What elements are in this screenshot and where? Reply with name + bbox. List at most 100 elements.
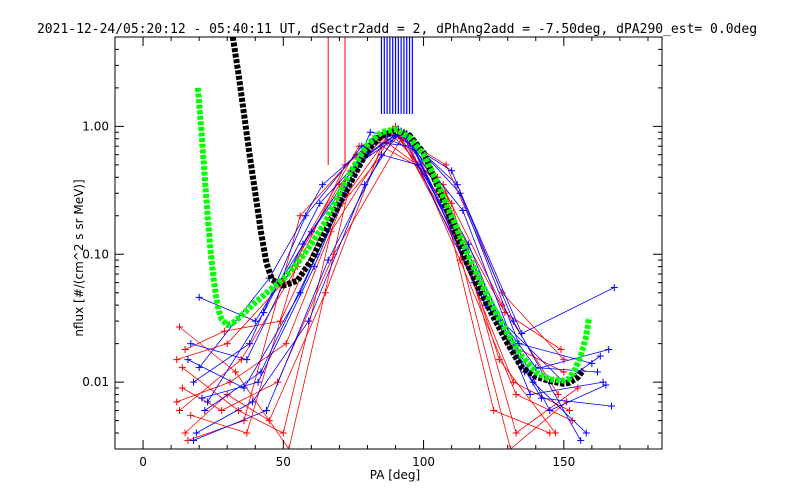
red-point	[187, 411, 195, 419]
blue-point	[262, 407, 270, 415]
red-point	[565, 407, 573, 415]
red-point	[490, 407, 498, 415]
blue-point	[260, 309, 268, 317]
blue-point	[377, 151, 385, 159]
blue-curve	[187, 131, 593, 389]
blue-point	[248, 398, 256, 406]
red-point	[574, 384, 582, 392]
blue-point	[201, 407, 209, 415]
blue-point	[192, 429, 200, 437]
red-point	[234, 407, 242, 415]
blue-point	[299, 240, 307, 248]
blue-point	[509, 317, 517, 325]
x-tick-label: 50	[276, 455, 291, 469]
blue-point	[319, 181, 327, 189]
red-point	[181, 345, 189, 353]
blue-point	[190, 378, 198, 386]
blue-point	[243, 356, 251, 364]
blue-curve	[193, 128, 609, 383]
blue-point	[605, 345, 613, 353]
chart-title: 2021-12-24/05:20:12 - 05:40:11 UT, dSect…	[37, 22, 757, 37]
blue-point	[361, 181, 369, 189]
blue-point	[537, 394, 545, 402]
red-point	[181, 429, 189, 437]
red-curve	[179, 131, 559, 411]
red-point	[178, 384, 186, 392]
plot-frame	[114, 36, 663, 450]
blue-point	[459, 206, 467, 214]
red-point	[243, 429, 251, 437]
blue-curve	[190, 130, 598, 373]
blue-curve	[198, 134, 601, 383]
y-tick-label: 0.10	[82, 247, 109, 261]
blue-curve	[196, 134, 582, 441]
red-curve	[182, 137, 570, 411]
blue-curve	[193, 154, 607, 441]
blue-point	[240, 384, 248, 392]
blue-curve	[207, 141, 612, 407]
blue-point	[448, 167, 456, 175]
red-point	[232, 368, 240, 376]
red-point	[279, 429, 287, 437]
blue-point	[190, 436, 198, 444]
red-point	[176, 323, 184, 331]
blue-point	[184, 356, 192, 364]
red-point	[173, 356, 181, 364]
blue-point	[198, 394, 206, 402]
x-tick-label: 100	[412, 455, 435, 469]
red-curve	[184, 145, 550, 434]
red-point	[218, 407, 226, 415]
blue-point	[602, 381, 610, 389]
x-tick-label: 0	[139, 455, 147, 469]
y-tick-label: 1.00	[82, 119, 109, 133]
red-point	[282, 340, 290, 348]
blue-point	[310, 263, 318, 271]
red-point	[507, 445, 515, 449]
blue-point	[246, 340, 254, 348]
red-point	[554, 391, 562, 399]
red-point	[223, 391, 231, 399]
blue-point	[195, 364, 203, 372]
blue-point	[582, 429, 590, 437]
red-point	[501, 309, 509, 317]
blue-point	[305, 317, 313, 325]
blue-point	[546, 407, 554, 415]
red-point	[173, 398, 181, 406]
blue-point	[414, 161, 422, 169]
blue-point	[366, 128, 374, 136]
blue-point	[577, 436, 585, 444]
blue-point	[187, 340, 195, 348]
red-point	[512, 429, 520, 437]
blue-curve	[201, 131, 587, 434]
red-curve	[187, 130, 565, 441]
red-point	[551, 429, 559, 437]
red-point	[557, 345, 565, 353]
green-fit-curve	[194, 87, 593, 384]
y-axis-title: nflux [#/(cm^2 s sr MeV)]	[72, 179, 86, 336]
red-curve	[179, 125, 579, 449]
fit-curves	[194, 37, 593, 387]
red-point	[223, 340, 231, 348]
red-curve	[190, 131, 573, 434]
red-point	[285, 445, 293, 449]
x-axis-title: PA [deg]	[370, 468, 420, 482]
black-fit-curve	[229, 37, 586, 387]
red-point	[277, 317, 285, 325]
blue-point	[204, 398, 212, 406]
red-point	[220, 327, 228, 335]
y-tick-label: 0.01	[82, 375, 109, 389]
blue-point	[195, 293, 203, 301]
axes: 0 50 100 150 0.01 0.10 1.00	[82, 36, 662, 469]
blue-point	[464, 240, 472, 248]
red-point	[176, 407, 184, 415]
blue-point	[316, 199, 324, 207]
red-curve	[176, 134, 567, 449]
blue-point	[302, 212, 310, 220]
red-point	[456, 256, 464, 264]
red-point	[512, 391, 520, 399]
x-tick-label: 150	[552, 455, 575, 469]
blue-point	[608, 402, 616, 410]
red-point	[560, 356, 568, 364]
blue-point	[610, 283, 618, 291]
